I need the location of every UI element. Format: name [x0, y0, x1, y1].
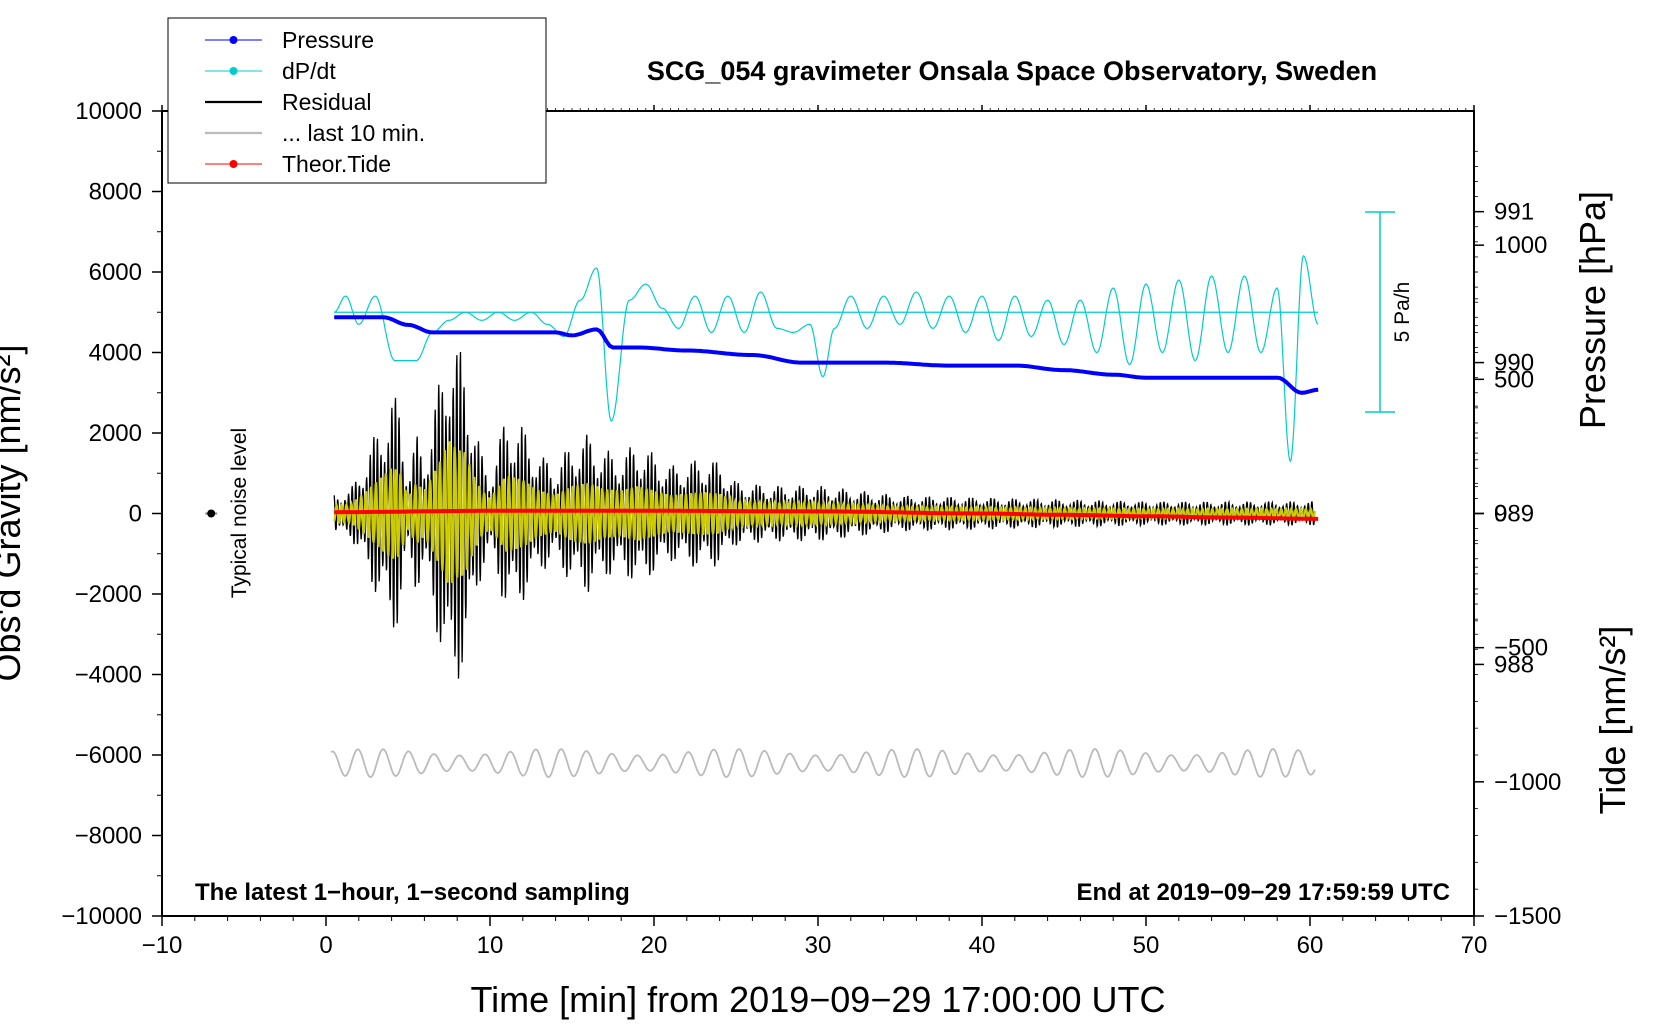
y-left-axis-ticks: −10000 −8000 −6000 −4000 −2000 0 2000 4000 6000 8…	[61, 98, 162, 930]
x-tick-label: 20	[641, 932, 668, 959]
legend-label: dP/dt	[282, 58, 336, 84]
x-tick-label: −10	[142, 932, 183, 959]
y-left-tick-label: 10000	[75, 98, 142, 125]
y-left-tick-label: 2000	[89, 420, 142, 447]
tide-axis-label: Tide [nm/s²]	[1592, 626, 1633, 815]
y-left-tick-label: −10000	[61, 903, 142, 930]
tide-tick-label: −500	[1494, 635, 1548, 662]
pressure-axis-label: Pressure [hPa]	[1572, 191, 1613, 429]
chart-title: SCG_054 gravimeter Onsala Space Observat…	[647, 56, 1377, 86]
x-axis-label: Time [min] from 2019−09−29 17:00:00 UTC	[470, 979, 1165, 1020]
legend-box	[167, 17, 547, 184]
tide-axis-ticks: −1500 −1000 −500 0 500 1000	[1474, 232, 1561, 930]
last10-series-line	[330, 748, 1316, 779]
dpdt-series-line	[333, 255, 1319, 463]
pressure-tick-label: 991	[1494, 199, 1534, 226]
x-tick-label: 30	[805, 932, 832, 959]
legend-label: Theor.Tide	[282, 151, 391, 177]
pressure-tick-label: 988	[1494, 651, 1534, 678]
y-left-tick-label: −6000	[75, 742, 142, 769]
pressure-tick-label: 989	[1494, 501, 1534, 528]
legend-label: Residual	[282, 89, 372, 115]
pressure-axis-ticks: 988 989 990 991	[1474, 150, 1534, 678]
noise-level-dot	[207, 509, 216, 518]
x-tick-label: 0	[319, 932, 332, 959]
y-left-tick-label: 8000	[89, 179, 142, 206]
tide-tick-label: 0	[1494, 501, 1507, 528]
legend-label: ... last 10 min.	[282, 120, 425, 146]
tide-tick-label: 1000	[1494, 232, 1547, 259]
rate-scale-bar	[1365, 211, 1395, 413]
pressure-series-line	[334, 315, 1319, 395]
series-layer	[330, 255, 1319, 779]
tide-tick-label: 500	[1494, 366, 1534, 393]
legend-swatch-dot	[229, 160, 238, 168]
x-tick-label: 70	[1461, 932, 1488, 959]
pressure-tick-label: 990	[1494, 350, 1534, 377]
x-tick-label: 40	[969, 932, 996, 959]
tide-tick-label: −1000	[1494, 769, 1561, 796]
y-left-tick-label: 6000	[89, 259, 142, 286]
x-axis-ticks: −10 0 10 20 30 40 50 60 70	[142, 105, 1488, 959]
y-left-tick-label: −8000	[75, 823, 142, 850]
y-left-tick-label: −2000	[75, 581, 142, 608]
y-left-tick-label: 4000	[89, 340, 142, 367]
x-tick-label: 50	[1133, 932, 1160, 959]
legend-swatch-dot	[229, 67, 238, 75]
noise-level-label: Typical noise level	[228, 428, 251, 598]
tide-series-line	[334, 508, 1319, 521]
x-tick-label: 10	[477, 932, 504, 959]
rate-label: 5 Pa/h	[1391, 282, 1414, 343]
y-left-tick-label: −4000	[75, 662, 142, 689]
y-left-axis-label: Obs'd Gravity [nm/s²]	[0, 345, 28, 682]
legend: Pressure dP/dt Residual ... last 10 min. The…	[167, 17, 547, 184]
noise-level-marker	[205, 509, 218, 518]
sampling-note: The latest 1−hour, 1−second sampling	[195, 879, 630, 906]
end-time-note: End at 2019−09−29 17:59:59 UTC	[1076, 879, 1450, 906]
y-left-tick-label: 0	[129, 501, 142, 528]
x-tick-label: 60	[1297, 932, 1324, 959]
legend-swatch-dot	[229, 36, 238, 44]
legend-label: Pressure	[282, 27, 374, 53]
tide-tick-label: −1500	[1494, 903, 1561, 930]
